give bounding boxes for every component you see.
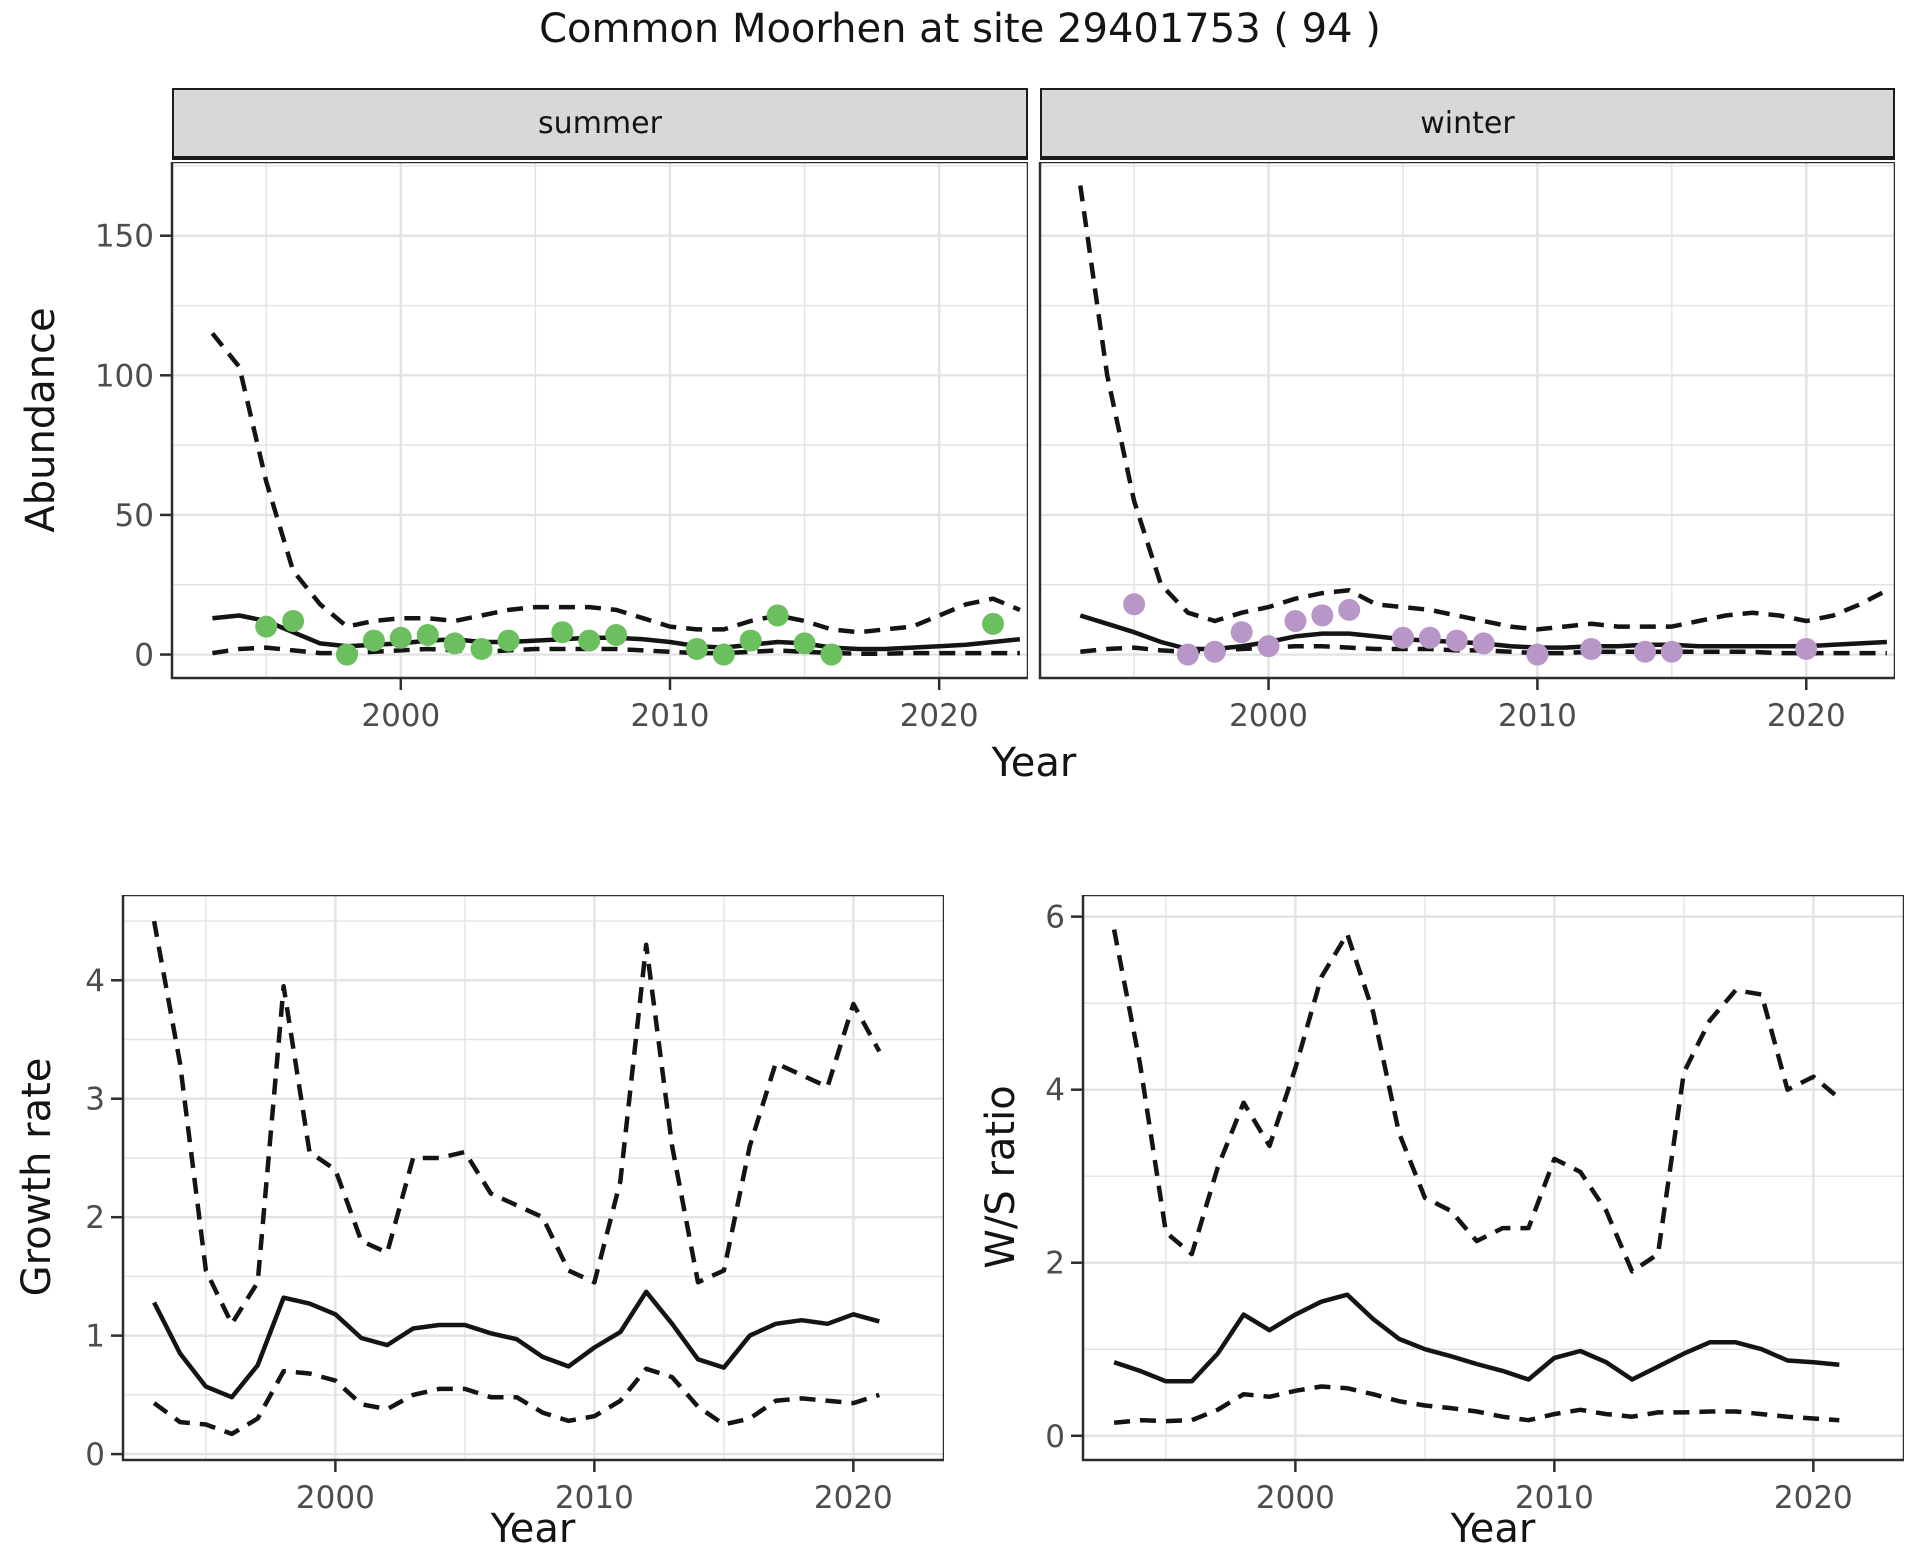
- svg-text:2: 2: [85, 1200, 105, 1236]
- svg-text:2000: 2000: [361, 698, 440, 734]
- growth-rate-chart: 2000 2010 2020 0 1 2 3 4: [85, 895, 944, 1516]
- svg-text:2010: 2010: [1498, 698, 1577, 734]
- svg-text:2020: 2020: [900, 698, 979, 734]
- svg-text:100: 100: [95, 358, 154, 394]
- svg-text:2010: 2010: [1515, 1480, 1594, 1516]
- svg-text:2000: 2000: [1229, 698, 1308, 734]
- svg-text:2020: 2020: [1767, 698, 1846, 734]
- svg-text:0: 0: [85, 1437, 105, 1473]
- svg-text:3: 3: [85, 1082, 105, 1118]
- facet-strip-summer-label: summer: [538, 105, 662, 141]
- y-axis-label-abundance: Abundance: [18, 307, 64, 533]
- svg-text:0: 0: [1045, 1419, 1065, 1455]
- x-axis-label-year-growth: Year: [490, 1506, 576, 1552]
- svg-text:4: 4: [85, 963, 105, 999]
- svg-text:2: 2: [1045, 1246, 1065, 1282]
- svg-text:2020: 2020: [814, 1480, 893, 1516]
- facet-strip-winter: winter: [1040, 88, 1895, 160]
- svg-text:2000: 2000: [296, 1480, 375, 1516]
- ws-ratio-chart: 2000 2010 2020 0 2 4 6: [1045, 895, 1904, 1516]
- svg-text:1: 1: [85, 1319, 105, 1355]
- winter-abundance-chart: 2000 2010 2020: [1038, 162, 1895, 734]
- svg-text:2010: 2010: [555, 1480, 634, 1516]
- svg-text:2010: 2010: [631, 698, 710, 734]
- svg-text:0: 0: [134, 638, 154, 674]
- svg-text:2000: 2000: [1256, 1480, 1335, 1516]
- x-axis-label-year-top: Year: [991, 740, 1077, 786]
- svg-text:50: 50: [115, 498, 154, 534]
- x-axis-label-year-ws: Year: [1450, 1506, 1536, 1552]
- y-axis-label-growth-rate: Growth rate: [14, 1057, 60, 1297]
- facet-strip-summer: summer: [172, 88, 1028, 160]
- figure-title: Common Moorhen at site 29401753 ( 94 ): [539, 6, 1381, 52]
- summer-abundance-chart: 2000 2010 2020 0 50 100 150: [95, 162, 1028, 734]
- facet-strip-winter-label: winter: [1420, 105, 1515, 141]
- svg-text:150: 150: [95, 219, 154, 255]
- svg-text:2020: 2020: [1774, 1480, 1853, 1516]
- svg-text:4: 4: [1045, 1073, 1065, 1109]
- svg-text:6: 6: [1045, 900, 1065, 936]
